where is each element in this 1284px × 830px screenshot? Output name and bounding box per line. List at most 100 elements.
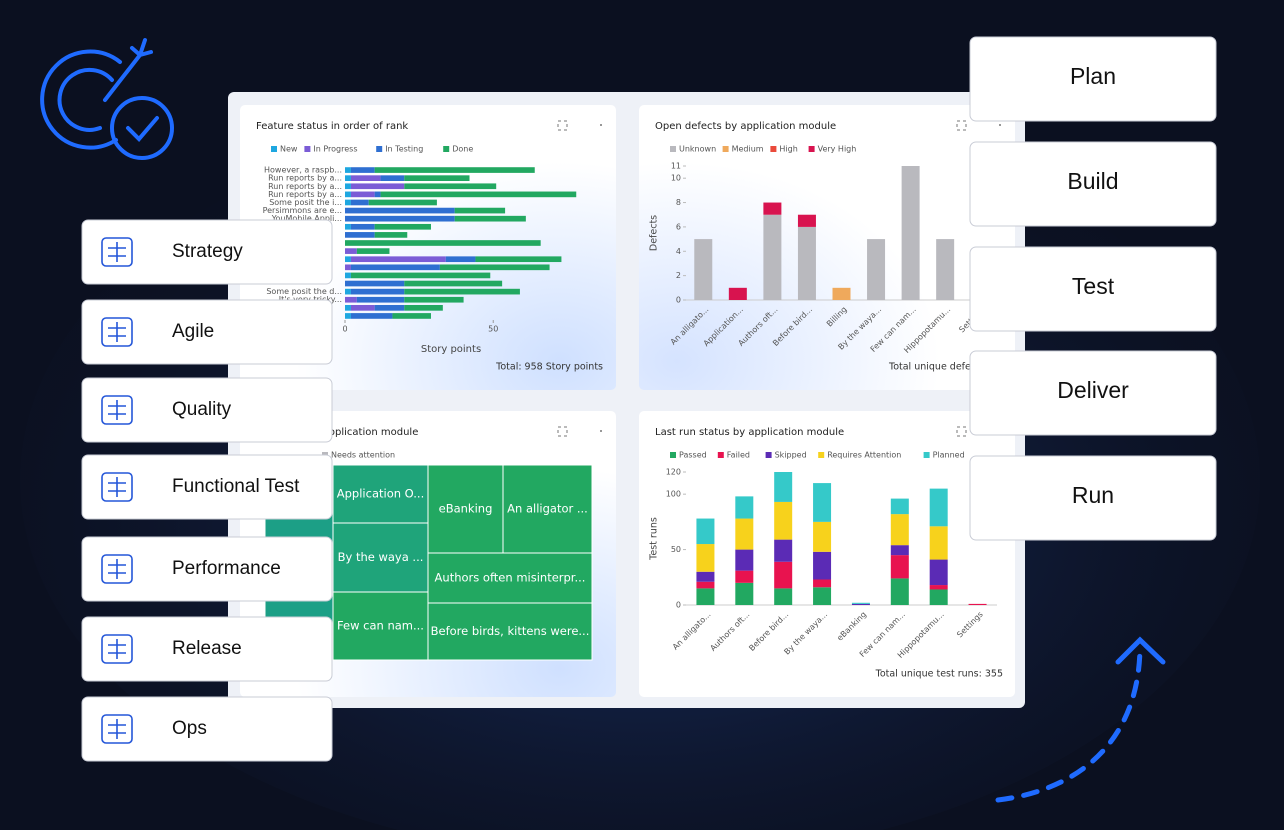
bar-segment [345,215,455,222]
icon-shape [101,472,133,502]
y-tick-label: Run reports by a... [268,190,342,199]
menu-label: Functional Test [172,476,300,497]
menu-item [969,36,1217,122]
menu-label: Ops [172,718,207,739]
bar-segment [392,313,431,319]
bar-segment [345,272,351,279]
bar-segment [350,264,440,271]
legend-swatch [304,146,311,152]
chart: Coverage by application module Needs atte… [256,427,593,661]
bar-segment [735,496,754,519]
footer: Total unique test runs: 355 [875,669,1003,680]
bar-segment [694,239,713,300]
bar-segment [350,183,405,190]
icon-shape [101,554,133,584]
bar-segment [350,256,446,263]
menu-item [81,377,333,443]
bar-segment [345,305,351,311]
bar-segment [350,313,393,319]
menu-item [969,141,1217,227]
menu-icon [101,634,133,664]
bar-segment [475,256,562,263]
bar-segment [797,214,816,227]
x-tick-label: 0 [342,325,347,334]
bar-segment [890,514,909,546]
bar-segment [345,296,357,303]
bar-segment [368,199,437,206]
bar-segment [374,167,535,173]
bar-segment [374,232,408,238]
icon-shape [101,714,133,744]
menu-label: Quality [172,399,232,420]
icon-shape [101,395,133,425]
panel-title: Last run status by application module [655,427,844,438]
bar-segment [813,551,832,580]
bar-segment [345,183,351,190]
y-tick-label: 10 [671,174,681,183]
bar-segment [350,272,491,279]
icon-shape [108,242,126,262]
bar-segment [345,313,351,319]
treemap-label: By the waya ... [338,550,424,564]
y-tick-label: 2 [676,271,681,280]
treemap-cell [332,464,429,524]
y-axis-label: Test runs [649,517,660,561]
expand-icon [956,426,967,437]
legend-label: Needs attention [331,451,395,460]
menu-label: Test [1072,273,1115,299]
treemap-cell [427,464,504,554]
bar-segment [813,521,832,552]
arrow [995,636,1166,803]
y-tick-label: 120 [666,468,681,477]
bar-segment [696,544,715,572]
expand-icon [956,120,967,131]
bar-segment [728,287,747,300]
menu-item [969,455,1217,541]
treemap-cell [332,522,429,593]
treemap-label: Authors often misinterpr... [435,571,586,585]
treemap-label: eBanking [439,502,493,516]
legend-label: In Progress [313,145,357,154]
y-tick-label: Some posit the d... [266,287,342,296]
menu-icon [101,714,133,744]
bar-segment [696,518,715,545]
menu-label: Strategy [172,241,243,262]
bar-segment [380,175,405,181]
bar-segment [356,296,405,303]
menu-label: Agile [172,321,214,342]
legend-swatch [808,146,815,152]
icon-shape [108,719,126,739]
x-tick-label: 50 [488,325,498,334]
bar-segment [797,226,816,300]
bar-segment [813,579,832,588]
bar-segment [890,578,909,605]
menu-icon [101,237,133,267]
bar-segment [696,581,715,589]
icon-shape [101,317,133,347]
bar-segment [345,223,351,230]
bar-segment [929,589,948,605]
bar-segment [404,183,497,190]
treemap-label: Few can nam... [337,619,424,633]
legend-swatch [670,146,676,152]
menu-item [81,696,333,762]
bar-segment [890,555,909,579]
chart: Feature status in order of rank New In Pro… [256,121,603,373]
bar-segment [404,280,503,287]
menus: Strategy Agile Quality Functional Test Perfo… [81,36,1217,762]
bar-segment [454,215,526,222]
y-tick-label: 100 [666,490,681,499]
menu-label: Deliver [1057,377,1129,403]
footer: Total unique defe [888,362,971,373]
icon-shape [108,400,126,420]
bar-segment [404,175,470,181]
bar-segment [735,570,754,583]
treemap-cell [502,464,593,554]
y-tick-label: Persimmons are e... [263,206,342,215]
bar-segment [404,296,464,303]
treemap-cell [427,552,593,604]
menu-item [81,299,333,365]
bar-segment [350,191,375,198]
y-tick-label: Run reports by a... [268,174,342,183]
y-tick-label: 6 [676,222,681,231]
